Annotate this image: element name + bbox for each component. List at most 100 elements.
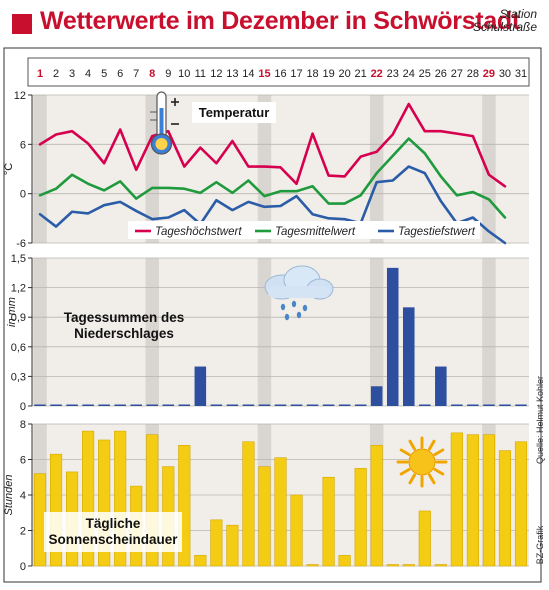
day-label-15: 15 — [258, 68, 270, 80]
sun-bar-8 — [146, 434, 159, 567]
chart-title: Wetterwerte im Dezember in Schwörstadt — [40, 7, 520, 35]
legend-label-1: Tagesmittelwert — [275, 226, 356, 238]
station-line-2: Schulstraße — [472, 20, 537, 34]
day-label-31: 31 — [515, 68, 527, 80]
sun-title-line-1: Sonnenscheindauer — [48, 532, 178, 547]
sun-bar-17 — [290, 494, 303, 567]
station-line-1: Station — [499, 7, 537, 21]
precip-title-line-1: Niederschlages — [74, 326, 174, 341]
raindrop-0 — [280, 303, 286, 311]
legend-label-0: Tageshöchstwert — [155, 226, 242, 238]
sun-ray-1 — [433, 468, 445, 476]
sun-ytick-label-0: 0 — [20, 561, 26, 573]
sun-bar-25 — [418, 510, 431, 567]
precip-bar-5 — [98, 404, 110, 406]
day-label-28: 28 — [467, 68, 479, 80]
thermometer-fluid — [159, 108, 164, 140]
day-label-6: 6 — [117, 68, 123, 80]
precip-ytick-label-5: 1,5 — [11, 253, 26, 265]
sun-title-box — [44, 512, 182, 552]
temp-ytick-label-0: -6 — [16, 238, 26, 250]
temp-weekend-band-1 — [33, 95, 47, 243]
day-label-1: 1 — [37, 68, 43, 80]
temp-title-box — [192, 102, 276, 123]
precip-bar-12 — [210, 404, 223, 406]
precip-ylabel: in mm — [6, 297, 18, 327]
temp-weekend-band-8 — [145, 95, 159, 243]
sun-ray-5 — [399, 468, 411, 476]
precip-ytick-label-1: 0,3 — [11, 371, 26, 383]
sun-bar-29 — [482, 434, 495, 567]
sun-bar-31 — [514, 441, 528, 567]
precip-weekend-band-1 — [33, 258, 47, 406]
precip-ytick-label-3: 0,9 — [11, 312, 26, 324]
sun-bar-24 — [402, 564, 415, 567]
precip-title-line-0: Tagessummen des — [64, 310, 185, 325]
temp-title: Temperatur — [199, 105, 270, 120]
precip-bar-3 — [66, 404, 78, 406]
sun-bar-6 — [114, 430, 127, 567]
precip-bar-22 — [370, 386, 383, 406]
precip-bar-13 — [226, 404, 239, 406]
thermometer-icon — [150, 91, 179, 155]
sun-bar-18 — [306, 564, 319, 567]
cloud-base — [268, 286, 330, 298]
graphic-credit: BZ-Grafik — [535, 525, 545, 564]
day-label-27: 27 — [451, 68, 463, 80]
precip-bar-31 — [515, 404, 527, 406]
thermometer-bulb-highlight — [155, 138, 168, 150]
sun-bar-13 — [226, 524, 239, 567]
day-label-22: 22 — [371, 68, 383, 80]
day-label-12: 12 — [210, 68, 222, 80]
sun-bar-10 — [178, 444, 191, 567]
sun-icon — [396, 436, 448, 488]
raindrop-3 — [284, 313, 290, 321]
precip-bar-15 — [258, 404, 271, 406]
day-header-frame — [27, 57, 530, 87]
precip-bar-11 — [194, 366, 207, 406]
precip-bar-24 — [402, 307, 415, 406]
sun-ytick-label-2: 4 — [20, 490, 26, 502]
day-label-26: 26 — [435, 68, 447, 80]
precip-ytick-label-4: 1,2 — [11, 283, 26, 295]
sun-bar-21 — [354, 468, 367, 567]
precip-bar-23 — [386, 267, 399, 406]
temp-series-line-2 — [38, 165, 507, 245]
sun-ray-2 — [428, 473, 436, 485]
temp-weekend-band-29 — [482, 95, 496, 243]
sun-ray-7 — [399, 448, 411, 456]
precip-bar-20 — [338, 404, 351, 406]
temp-weekend-band-22 — [369, 95, 384, 243]
raindrop-1 — [291, 300, 297, 308]
day-label-29: 29 — [483, 68, 495, 80]
sun-bar-11 — [194, 555, 207, 567]
sun-ytick-label-4: 8 — [20, 419, 26, 431]
day-label-17: 17 — [290, 68, 302, 80]
precip-bar-17 — [290, 404, 303, 406]
precip-bar-2 — [50, 404, 62, 406]
sun-bar-12 — [210, 519, 223, 567]
day-label-14: 14 — [242, 68, 254, 80]
day-label-3: 3 — [69, 68, 75, 80]
legend-label-2: Tagestiefstwert — [398, 226, 476, 238]
precip-bar-1 — [34, 404, 46, 406]
precip-ytick-label-0: 0 — [20, 401, 26, 413]
sun-bar-30 — [498, 450, 512, 567]
sun-ytick-label-3: 6 — [20, 455, 26, 467]
temp-legend-bg — [128, 221, 480, 239]
precip-weekend-band-8 — [145, 258, 159, 406]
day-label-24: 24 — [403, 68, 415, 80]
sun-ray-11 — [433, 448, 445, 456]
day-label-30: 30 — [499, 68, 511, 80]
day-label-4: 4 — [85, 68, 91, 80]
sun-bar-15 — [258, 466, 271, 567]
day-label-21: 21 — [355, 68, 367, 80]
precip-bar-7 — [130, 404, 142, 406]
temp-series-line-1 — [38, 137, 507, 219]
precip-bar-19 — [322, 404, 335, 406]
day-label-10: 10 — [178, 68, 190, 80]
precip-bar-26 — [435, 366, 447, 406]
source-credit: Quelle: Helmut Kohler — [535, 376, 545, 464]
day-label-16: 16 — [274, 68, 286, 80]
precip-weekend-band-29 — [482, 258, 496, 406]
